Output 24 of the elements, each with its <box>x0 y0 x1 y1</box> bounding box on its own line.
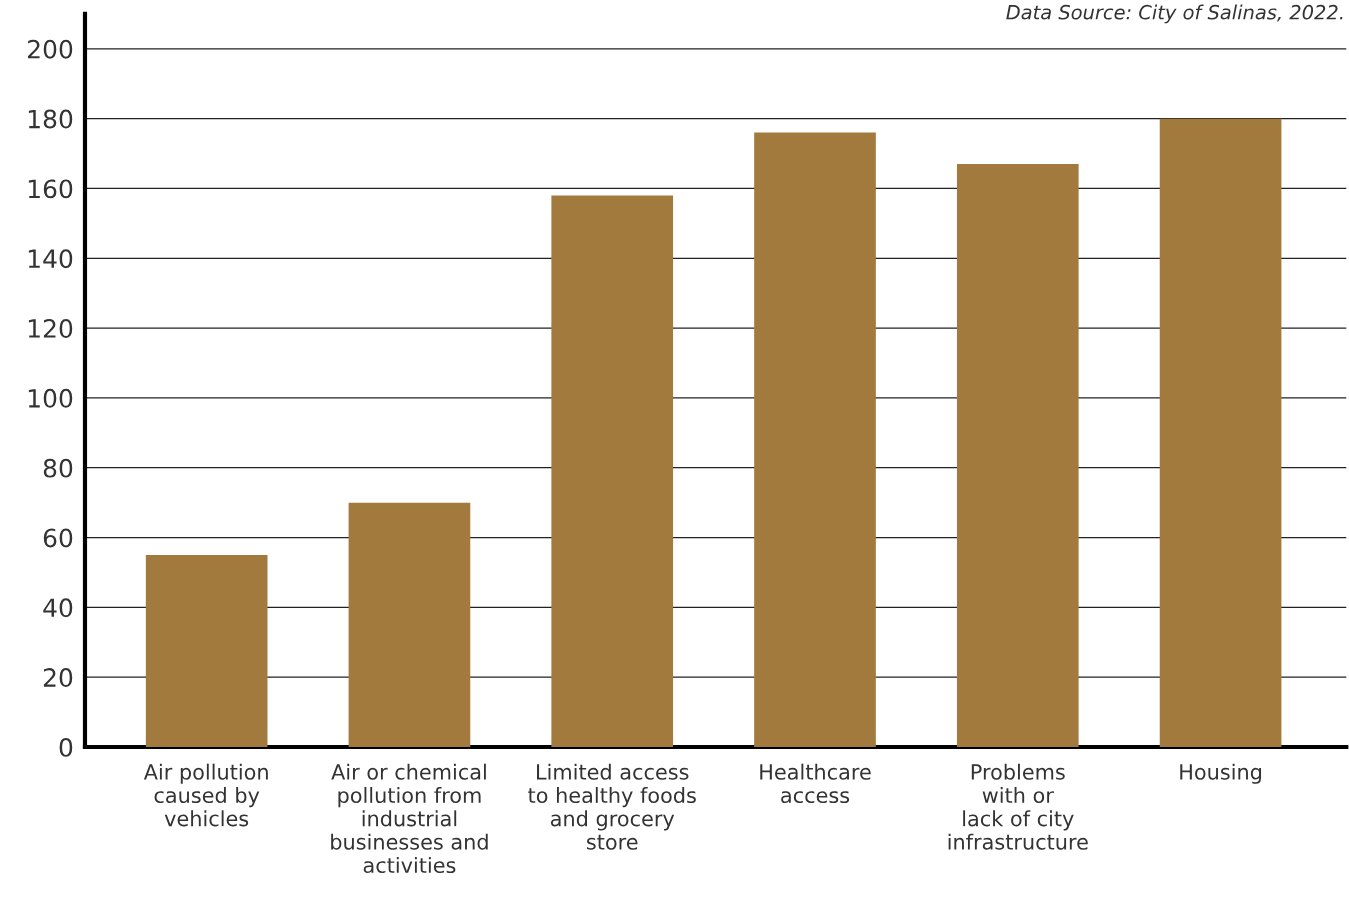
x-tick-label: Air or chemical pollution from industrial businesses and activities <box>331 763 488 874</box>
y-tick-label: 80 <box>43 458 73 478</box>
y-tick-label: 140 <box>28 249 73 269</box>
y-tick-label: 100 <box>28 388 73 408</box>
bar <box>145 555 268 747</box>
annotation: Data Source: City of Salinas, 2022. <box>1006 4 1343 24</box>
x-tick-label: Healthcare access <box>760 763 871 804</box>
y-tick-label: 40 <box>43 598 73 618</box>
bar <box>956 164 1079 747</box>
bar <box>551 195 674 747</box>
x-tick-label: Air pollution caused by vehicles <box>143 763 268 827</box>
x-tick-label: Housing <box>1180 763 1262 784</box>
y-tick-label: 180 <box>28 109 73 129</box>
bar <box>348 502 471 747</box>
x-tick-label: Limited access to healthy foods and grocery store <box>528 763 696 850</box>
y-tick-label: 0 <box>59 737 73 757</box>
bar <box>1159 118 1282 747</box>
y-tick-label: 200 <box>27 39 73 59</box>
bar <box>754 132 876 747</box>
y-tick-label: 120 <box>28 319 73 338</box>
y-tick-label: 20 <box>43 668 73 688</box>
y-tick-label: 160 <box>28 179 73 199</box>
y-tick-label: 60 <box>43 528 73 548</box>
x-tick-label: Problems with or lack of city infrastructure <box>948 763 1088 850</box>
